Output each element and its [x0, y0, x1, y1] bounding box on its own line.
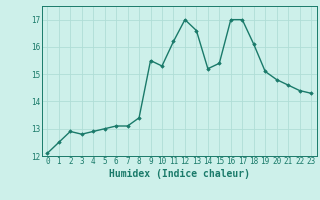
X-axis label: Humidex (Indice chaleur): Humidex (Indice chaleur) [109, 169, 250, 179]
